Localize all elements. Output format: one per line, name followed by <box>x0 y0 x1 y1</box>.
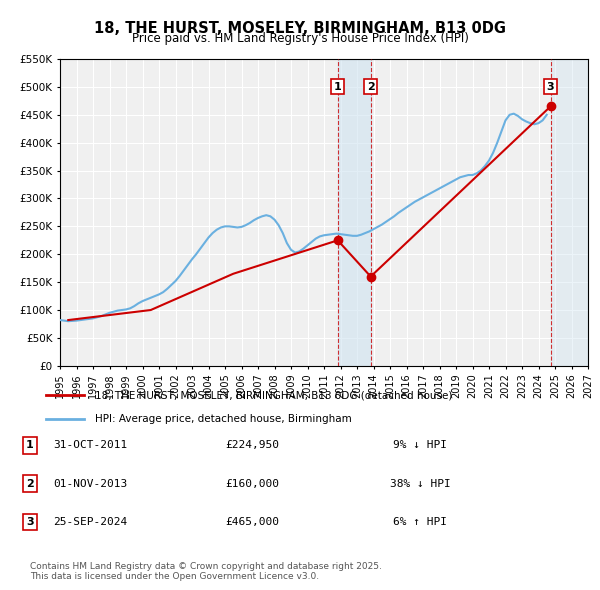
Text: 6% ↑ HPI: 6% ↑ HPI <box>393 517 447 527</box>
Text: 1: 1 <box>26 441 34 450</box>
Text: 25-SEP-2024: 25-SEP-2024 <box>53 517 127 527</box>
Text: £160,000: £160,000 <box>225 479 279 489</box>
Text: Contains HM Land Registry data © Crown copyright and database right 2025.
This d: Contains HM Land Registry data © Crown c… <box>30 562 382 581</box>
Text: 1: 1 <box>334 81 341 91</box>
Text: HPI: Average price, detached house, Birmingham: HPI: Average price, detached house, Birm… <box>95 414 352 424</box>
Text: 01-NOV-2013: 01-NOV-2013 <box>53 479 127 489</box>
Bar <box>551 59 588 366</box>
Text: 2: 2 <box>26 479 34 489</box>
Text: 18, THE HURST, MOSELEY, BIRMINGHAM, B13 0DG: 18, THE HURST, MOSELEY, BIRMINGHAM, B13 … <box>94 21 506 35</box>
Text: 3: 3 <box>26 517 34 527</box>
Text: £224,950: £224,950 <box>225 441 279 450</box>
Text: Price paid vs. HM Land Registry's House Price Index (HPI): Price paid vs. HM Land Registry's House … <box>131 32 469 45</box>
Text: 31-OCT-2011: 31-OCT-2011 <box>53 441 127 450</box>
Text: 18, THE HURST, MOSELEY, BIRMINGHAM, B13 0DG (detached house): 18, THE HURST, MOSELEY, BIRMINGHAM, B13 … <box>95 391 452 401</box>
Text: 2: 2 <box>367 81 374 91</box>
Text: 9% ↓ HPI: 9% ↓ HPI <box>393 441 447 450</box>
Text: 3: 3 <box>547 81 554 91</box>
Bar <box>338 59 371 366</box>
Text: £465,000: £465,000 <box>225 517 279 527</box>
Text: 38% ↓ HPI: 38% ↓ HPI <box>389 479 451 489</box>
